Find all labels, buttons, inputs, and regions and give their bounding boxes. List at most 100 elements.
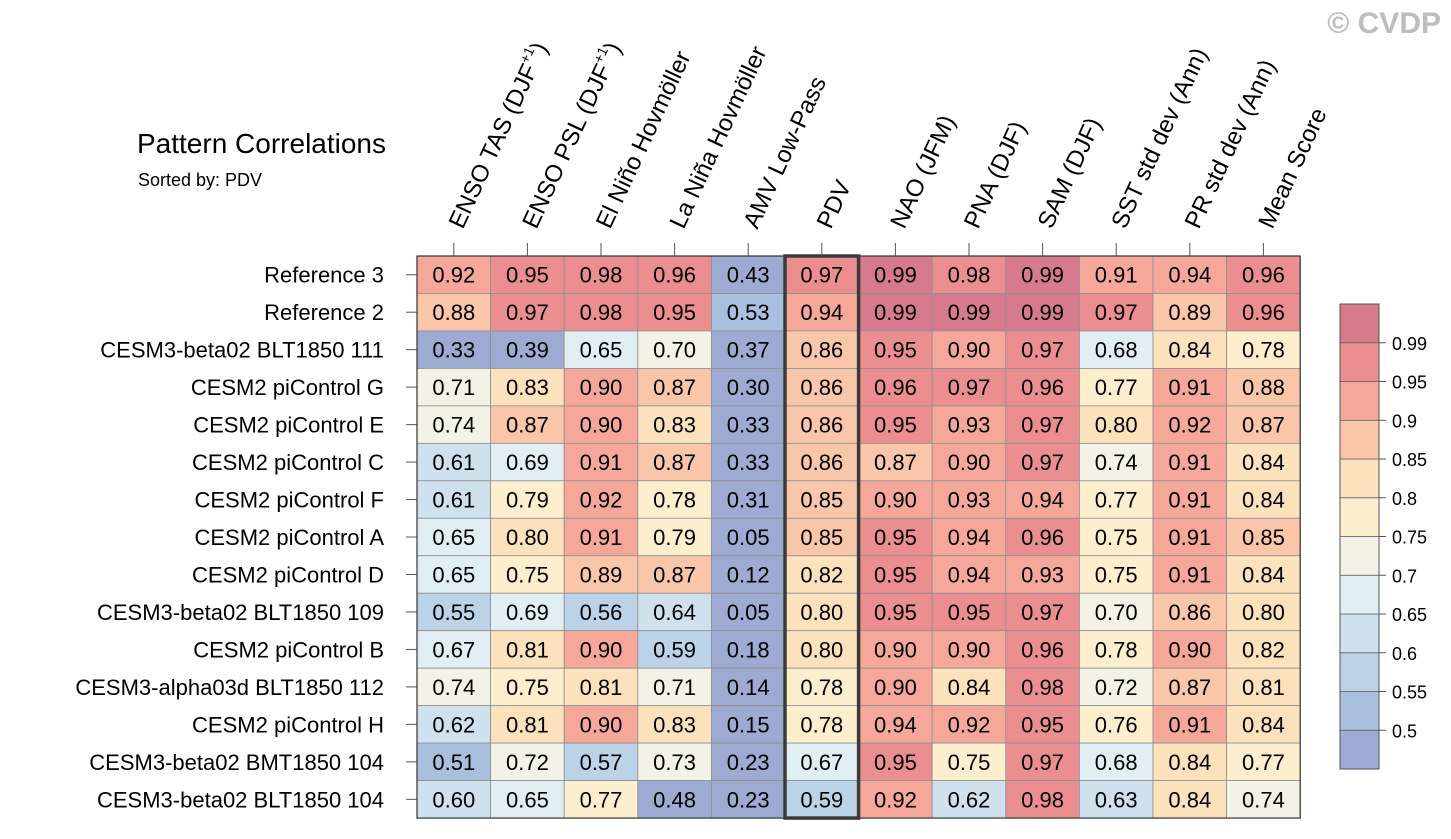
cell-value: 0.86	[800, 338, 843, 363]
cell-value: 0.30	[727, 375, 770, 400]
cell-value: 0.90	[874, 637, 917, 662]
cell-value: 0.65	[580, 338, 623, 363]
cell-value: 0.33	[432, 338, 475, 363]
heatmap-cell	[563, 555, 639, 594]
heatmap-cell	[563, 368, 639, 407]
column-labels: ENSO TAS (DJF+1)ENSO PSL (DJF+1)El Niño …	[444, 38, 1333, 256]
cell-value: 0.91	[1168, 562, 1211, 587]
cell-value: 0.53	[727, 300, 770, 325]
cell-value: 0.95	[874, 525, 917, 550]
cell-value: 0.90	[948, 338, 991, 363]
cell-value: 0.95	[874, 413, 917, 438]
cell-value: 0.18	[727, 637, 770, 662]
heatmap-cell	[1079, 293, 1154, 332]
cell-value: 0.81	[1242, 675, 1285, 700]
cell-value: 0.92	[432, 263, 475, 288]
cell-value: 0.81	[506, 637, 549, 662]
heatmap-cell	[416, 330, 491, 369]
cell-value: 0.99	[874, 300, 917, 325]
heatmap-cell	[416, 368, 491, 407]
heatmap-cell	[1079, 368, 1154, 407]
cell-value: 0.95	[506, 263, 549, 288]
column-label-superscript: +1	[590, 44, 611, 65]
cell-value: 0.56	[580, 600, 623, 625]
cell-value: 0.78	[800, 712, 843, 737]
cell-value: 0.80	[800, 637, 843, 662]
heatmap-cell	[1152, 592, 1227, 632]
heatmap-cell	[784, 705, 859, 744]
cell-value: 0.59	[800, 787, 843, 812]
cell-value: 0.87	[1242, 413, 1285, 438]
cell-value: 0.72	[1095, 675, 1138, 700]
cell-value: 0.78	[1095, 637, 1138, 662]
colorbar-label: 0.8	[1392, 489, 1417, 509]
cell-value: 0.94	[948, 525, 991, 550]
cell-value: 0.80	[506, 525, 549, 550]
heatmap-cell	[1152, 368, 1227, 407]
heatmap-cell	[637, 630, 712, 669]
heatmap-cell	[1005, 480, 1080, 519]
heatmap-cell	[711, 592, 786, 632]
column-label-text: NAO (JFM)	[885, 111, 961, 232]
cell-value: 0.05	[727, 525, 770, 550]
cell-value: 0.74	[1095, 450, 1138, 475]
heatmap-cell	[637, 742, 712, 781]
cell-value: 0.74	[1242, 787, 1285, 812]
heatmap-cell	[858, 630, 933, 669]
heatmap-cell	[858, 780, 933, 819]
cell-value: 0.94	[1021, 488, 1064, 513]
cell-value: 0.95	[948, 600, 991, 625]
colorbar-segment	[1339, 652, 1380, 692]
chart-title: Pattern Correlations	[137, 128, 386, 159]
cell-value: 0.14	[727, 675, 770, 700]
cell-value: 0.23	[727, 750, 770, 775]
colorbar-segment	[1339, 613, 1380, 654]
row-label: CESM2 piControl D	[192, 562, 384, 587]
heatmap-cell	[931, 705, 1007, 744]
heatmap-cell	[858, 330, 933, 369]
cell-value: 0.75	[506, 675, 549, 700]
cell-value: 0.82	[1242, 637, 1285, 662]
heatmap-cell	[858, 517, 933, 557]
colorbar-label: 0.6	[1392, 644, 1417, 664]
cell-value: 0.05	[727, 600, 770, 625]
cell-value: 0.80	[800, 600, 843, 625]
colorbar-segment	[1339, 419, 1380, 460]
cell-value: 0.83	[653, 413, 696, 438]
cell-value: 0.94	[1168, 263, 1211, 288]
cell-value: 0.87	[653, 450, 696, 475]
row-label: CESM2 piControl E	[193, 413, 384, 438]
cell-value: 0.95	[874, 600, 917, 625]
heatmap-cell	[1079, 630, 1154, 669]
colorbar-label: 0.55	[1392, 683, 1427, 703]
cell-value: 0.83	[506, 375, 549, 400]
heatmap-cell	[416, 442, 491, 482]
column-label-superscript: +1	[516, 44, 537, 65]
heatmap-cell	[784, 368, 859, 407]
heatmap-cell	[1152, 480, 1227, 519]
cell-value: 0.97	[1021, 338, 1064, 363]
column-label-text: PDV	[812, 176, 857, 232]
heatmap-cell	[931, 780, 1007, 819]
heatmap-cell	[858, 368, 933, 407]
heatmap-cell	[931, 742, 1007, 781]
cell-value: 0.94	[874, 712, 917, 737]
heatmap-cell	[1226, 742, 1301, 781]
colorbar-segment	[1339, 458, 1380, 499]
colorbar-label: 0.95	[1392, 373, 1427, 393]
cell-value: 0.65	[432, 525, 475, 550]
cell-value: 0.81	[580, 675, 623, 700]
cell-value: 0.90	[948, 450, 991, 475]
heatmap-cell	[490, 555, 565, 594]
heatmap-cell	[1005, 368, 1080, 407]
heatmap-cell	[637, 517, 712, 557]
heatmap-cell	[711, 517, 786, 557]
heatmap-cell	[711, 293, 786, 332]
cell-value: 0.78	[800, 675, 843, 700]
column-label: NAO (JFM)	[885, 111, 961, 232]
cell-value: 0.97	[1095, 300, 1138, 325]
colorbar-segment	[1339, 536, 1380, 576]
colorbar-segment	[1339, 381, 1380, 421]
heatmap-cell	[637, 330, 712, 369]
cell-value: 0.86	[1168, 600, 1211, 625]
